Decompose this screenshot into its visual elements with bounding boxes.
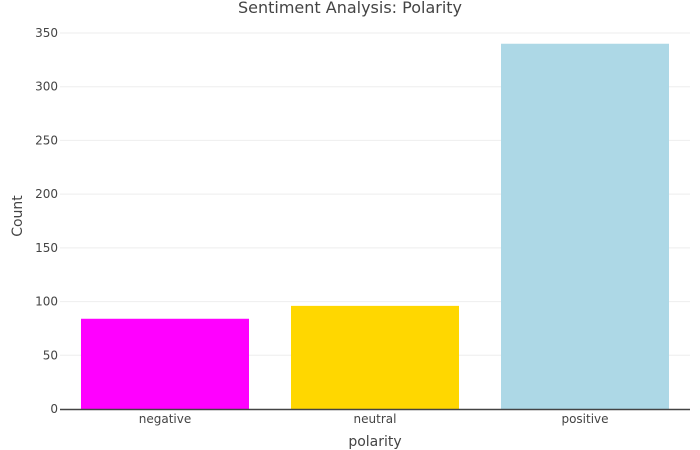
- x-axis-label: polarity: [348, 434, 401, 450]
- y-tick-label: 0: [50, 402, 58, 416]
- y-tick-label: 100: [35, 295, 58, 309]
- chart-title: Sentiment Analysis: Polarity: [238, 0, 462, 17]
- bar-neutral: [291, 305, 459, 409]
- gridlines: [60, 32, 690, 356]
- y-axis-label: Count: [10, 195, 26, 237]
- y-tick-label: 200: [35, 187, 58, 201]
- y-tick-label: 150: [35, 241, 58, 255]
- y-tick-label: 250: [35, 133, 58, 147]
- x-tick-label: negative: [139, 412, 191, 426]
- bar-positive: [501, 43, 669, 409]
- x-tick-labels: negative neutral positive: [139, 412, 609, 426]
- x-tick-label: neutral: [354, 412, 397, 426]
- y-tick-label: 50: [43, 348, 58, 362]
- y-tick-labels: 0 50 100 150 200 250 300 350: [35, 26, 58, 416]
- y-tick-label: 300: [35, 80, 58, 94]
- x-tick-label: positive: [561, 412, 608, 426]
- bars: [81, 43, 669, 409]
- bar-negative: [81, 318, 249, 409]
- y-tick-label: 350: [35, 26, 58, 40]
